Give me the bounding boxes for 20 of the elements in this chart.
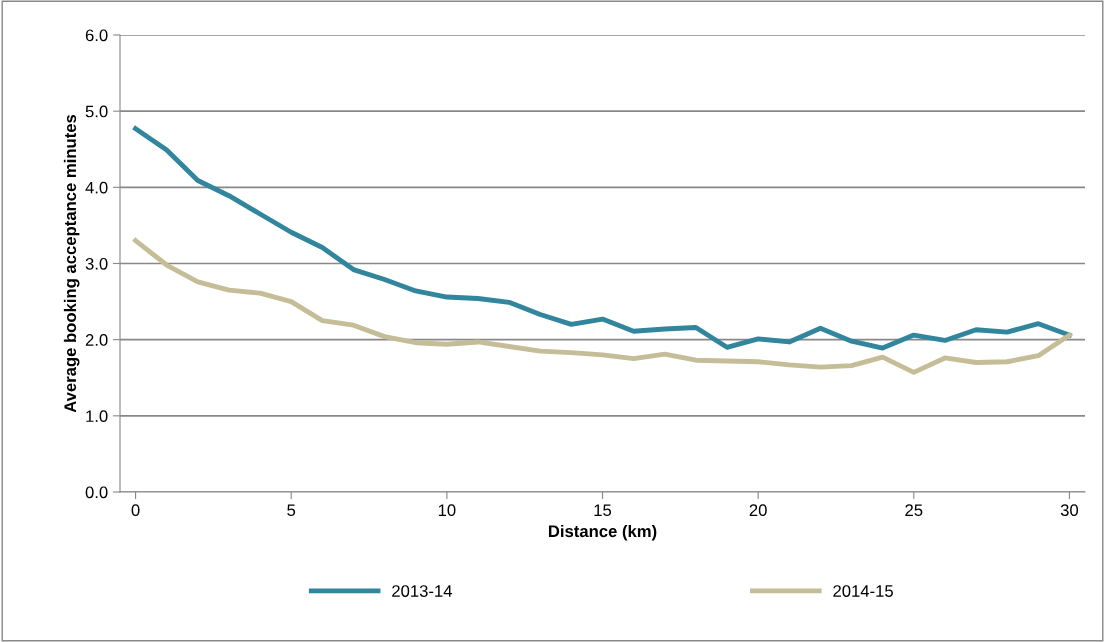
x-tick-label: 15 (594, 504, 612, 517)
x-axis-title: Distance (km) (548, 524, 657, 541)
y-tick-label: 6.0 (85, 29, 108, 42)
y-axis-title: Average booking acceptance minutes (63, 114, 80, 413)
legend-label: 2013-14 (392, 585, 453, 597)
y-tick-label: 2.0 (85, 334, 108, 346)
y-tick-label: 0.0 (85, 486, 108, 499)
x-tick-label: 25 (905, 504, 923, 517)
x-tick-label: 0 (131, 504, 140, 517)
y-tick-label: 4.0 (85, 181, 108, 194)
y-tick-label: 5.0 (85, 105, 108, 118)
y-tick-label: 3.0 (85, 257, 108, 270)
x-tick-label: 10 (438, 504, 456, 517)
x-tick-label: 30 (1060, 504, 1079, 517)
line-series (133, 238, 1072, 375)
y-tick-label: 1.0 (86, 410, 108, 423)
legend-label: 2014-15 (833, 585, 893, 597)
line-series (133, 126, 1072, 351)
x-tick-label: 20 (749, 504, 767, 517)
x-tick-label: 5 (287, 504, 296, 517)
